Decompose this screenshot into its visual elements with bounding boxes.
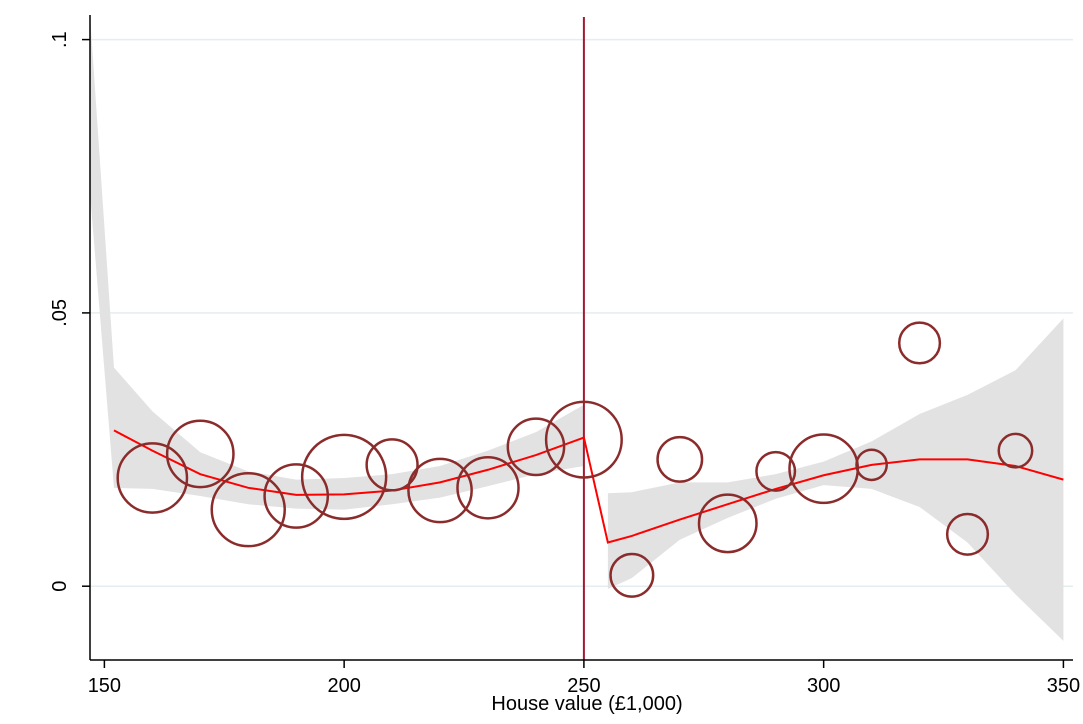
x-axis-ticks: 150 200 250 300 350 <box>88 660 1080 697</box>
scatter-point-17 <box>945 512 990 556</box>
confidence-bands <box>90 15 1064 641</box>
y-tick-label-2: .1 <box>49 31 71 48</box>
scatter-points <box>116 321 1034 598</box>
gridlines <box>90 38 1073 587</box>
scatter-point-0 <box>116 442 189 514</box>
x-tick-label-4: 350 <box>1047 675 1080 697</box>
scatter-point-13 <box>755 450 797 492</box>
scatter-point-10 <box>609 552 655 598</box>
axes <box>89 15 1073 661</box>
scatter-point-4 <box>300 433 388 521</box>
scatter-point-16 <box>897 321 942 365</box>
ci-band-left <box>90 15 584 510</box>
scatter-point-12 <box>697 493 758 554</box>
scatter-point-1 <box>165 419 235 489</box>
scatter-point-2 <box>210 471 286 548</box>
scatter-point-3 <box>263 463 330 529</box>
fit-line <box>113 429 1064 544</box>
scatter-point-6 <box>407 457 473 524</box>
scatter-point-5 <box>365 438 419 492</box>
y-tick-label-1: .05 <box>49 299 71 327</box>
x-tick-label-2: 250 <box>567 675 600 697</box>
scatter-point-18 <box>997 432 1034 469</box>
x-axis-title: House value (£1,000) <box>491 693 682 715</box>
x-tick-label-3: 300 <box>807 675 840 697</box>
fit-lines <box>113 429 1064 544</box>
scatter-point-7 <box>456 456 520 520</box>
scatter-point-8 <box>506 417 566 477</box>
x-tick-label-1: 200 <box>327 675 360 697</box>
scatter-point-11 <box>656 435 704 483</box>
scatter-point-15 <box>855 448 888 482</box>
ci-band-right <box>607 318 1064 641</box>
scatter-point-9 <box>544 400 623 479</box>
x-tick-label-0: 150 <box>88 675 121 697</box>
y-axis-ticks: 0 .05 .1 <box>49 31 90 592</box>
y-tick-label-0: 0 <box>49 581 71 592</box>
